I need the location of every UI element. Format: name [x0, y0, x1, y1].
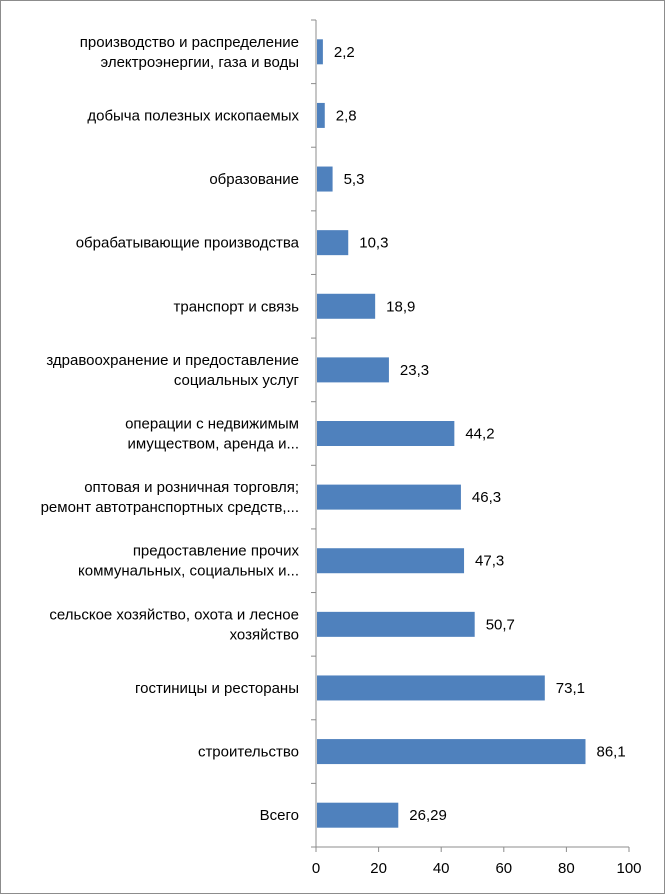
value-label-5: 23,3 [400, 362, 429, 379]
bar-5 [317, 357, 389, 383]
bar-12 [317, 802, 399, 828]
category-label-line: оптовая и розничная торговля; [84, 479, 299, 496]
category-label-5: здравоохранение и предоставление социальн… [46, 352, 299, 389]
category-labels: производство и распределение электроэнерг… [41, 34, 300, 824]
axes: 0 20 40 60 80 100 [311, 19, 642, 877]
value-label-1: 2,8 [336, 107, 357, 124]
value-label-10: 73,1 [556, 680, 585, 697]
value-label-0: 2,2 [334, 44, 355, 61]
value-label-12: 26,29 [409, 807, 447, 824]
value-label-2: 5,3 [344, 171, 365, 188]
bars-layer [317, 39, 586, 828]
category-label-line: ремонт автотранспортных средств,... [41, 499, 299, 516]
value-label-6: 44,2 [465, 426, 494, 443]
x-tick-label-4: 80 [558, 860, 575, 877]
bar-11 [317, 739, 586, 765]
category-label-line: образование [209, 171, 299, 188]
bar-3 [317, 230, 349, 256]
category-label-8: предоставление прочих коммунальных, социа… [78, 543, 299, 580]
category-label-line: гостиницы и рестораны [135, 680, 299, 697]
category-label-line: хозяйство [230, 626, 299, 643]
category-label-11: строительство [198, 744, 299, 761]
category-label-line: здравоохранение и предоставление [46, 352, 299, 369]
category-label-line: предоставление прочих [133, 543, 300, 560]
x-tick-label-0: 0 [312, 860, 320, 877]
bar-10 [317, 675, 545, 701]
value-label-8: 47,3 [475, 553, 504, 570]
value-label-11: 86,1 [596, 744, 625, 761]
x-tick-label-5: 100 [616, 860, 641, 877]
bar-8 [317, 548, 465, 574]
category-label-10: гостиницы и рестораны [135, 680, 299, 697]
category-label-9: сельское хозяйство, охота и лесное хозяйс… [49, 606, 299, 643]
category-label-1: добыча полезных ископаемых [87, 107, 299, 124]
category-label-line: коммунальных, социальных и... [78, 563, 299, 580]
bar-7 [317, 484, 461, 510]
bar-0 [317, 39, 323, 65]
category-label-6: операции с недвижимым имуществом, аренда … [125, 416, 299, 453]
category-label-line: сельское хозяйство, охота и лесное [49, 606, 299, 623]
category-label-line: имуществом, аренда и... [128, 436, 300, 453]
value-labels: 2,2 2,8 5,3 10,3 18,9 23,3 44,2 46,3 47,3 50,7 73,… [334, 44, 626, 824]
value-label-3: 10,3 [359, 235, 388, 252]
category-label-line: добыча полезных ископаемых [87, 107, 299, 124]
x-tick-label-3: 60 [495, 860, 512, 877]
bar-2 [317, 166, 333, 192]
x-tick-label-1: 20 [370, 860, 387, 877]
value-label-4: 18,9 [386, 298, 415, 315]
category-label-7: оптовая и розничная торговля; ремонт авто… [41, 479, 299, 516]
bar-9 [317, 611, 475, 637]
category-label-line: Всего [260, 807, 299, 824]
x-tick-label-2: 40 [433, 860, 450, 877]
category-label-3: обрабатывающие производства [76, 235, 300, 252]
category-label-line: строительство [198, 744, 299, 761]
category-label-4: транспорт и связь [173, 298, 299, 315]
value-label-7: 46,3 [472, 489, 501, 506]
category-label-0: производство и распределение электроэнерг… [80, 34, 299, 71]
bar-6 [317, 421, 455, 446]
bar-1 [317, 102, 325, 128]
category-label-line: электроэнергии, газа и воды [101, 54, 300, 71]
category-label-line: производство и распределение [80, 34, 299, 51]
category-label-12: Всего [260, 807, 299, 824]
category-label-line: операции с недвижимым [125, 416, 299, 433]
category-label-line: обрабатывающие производства [76, 235, 300, 252]
category-label-2: образование [209, 171, 299, 188]
category-label-line: социальных услуг [174, 372, 300, 389]
bar-4 [317, 293, 376, 319]
category-label-line: транспорт и связь [173, 298, 299, 315]
value-label-9: 50,7 [486, 616, 515, 633]
